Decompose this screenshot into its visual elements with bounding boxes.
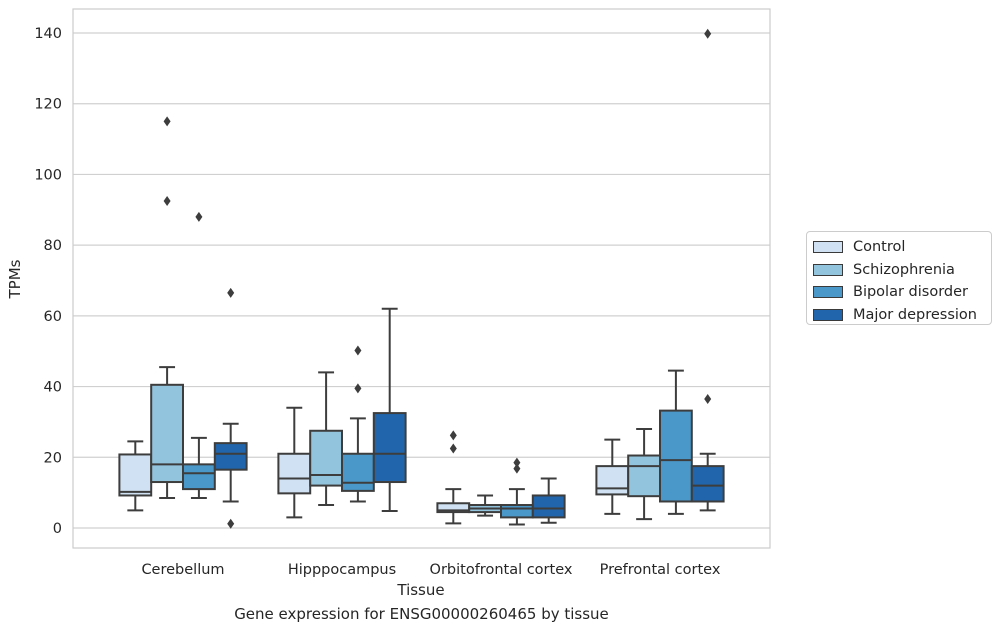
box-2-0	[182, 211, 216, 499]
y-tick-label: 100	[34, 167, 62, 183]
legend-swatch	[813, 241, 843, 254]
legend-item-bipolar-disorder: Bipolar disorder	[813, 281, 991, 304]
outlier-point	[163, 116, 171, 127]
box-0-1	[277, 406, 312, 519]
plot-frame	[72, 8, 771, 549]
box-2-3	[659, 369, 693, 515]
x-tick-label: Prefrontal cortex	[600, 562, 721, 578]
plot-boxes	[118, 28, 725, 529]
outlier-point	[227, 287, 235, 298]
y-tick-label: 0	[53, 521, 62, 537]
box-2-1	[341, 345, 375, 503]
legend-swatch	[813, 263, 843, 276]
outlier-point	[195, 211, 203, 222]
legend-label: Control	[853, 239, 906, 256]
y-tick-label: 60	[44, 309, 62, 325]
outlier-point	[513, 463, 521, 474]
box-3-0	[213, 287, 248, 529]
box-iqr	[150, 383, 184, 484]
legend-label: Bipolar disorder	[853, 284, 968, 301]
box-1-2	[468, 494, 503, 517]
box-iqr	[659, 409, 693, 503]
y-tick-labels: 0 20 40 60 80 100 120 140	[34, 26, 62, 537]
outlier-point	[354, 383, 362, 394]
chart-title: Gene expression for ENSG00000260465 by t…	[234, 605, 609, 623]
y-tick-label: 140	[34, 26, 62, 42]
box-iqr	[595, 465, 630, 496]
legend: Control Schizophrenia Bipolar disorder M…	[806, 231, 992, 325]
box-iqr	[372, 412, 407, 484]
legend-item-schizophrenia: Schizophrenia	[813, 259, 991, 282]
legend-label: Schizophrenia	[853, 261, 955, 278]
box-iqr	[277, 452, 312, 495]
x-tick-label: Orbitofrontal cortex	[430, 562, 573, 578]
legend-item-major-depression: Major depression	[813, 304, 991, 327]
y-tick-label: 20	[44, 450, 62, 466]
gridlines	[73, 32, 770, 529]
outlier-point	[449, 443, 457, 454]
box-iqr	[531, 494, 566, 519]
y-axis-label: TPMs	[6, 259, 24, 299]
x-axis-label: Tissue	[396, 581, 444, 599]
box-iqr	[341, 452, 375, 492]
legend-swatch	[813, 308, 843, 321]
x-tick-label: Cerebellum	[141, 562, 224, 578]
outlier-point	[704, 393, 712, 404]
box-1-0	[150, 116, 184, 499]
box-iqr	[118, 453, 153, 497]
box-0-2	[436, 430, 471, 525]
legend-label: Major depression	[853, 306, 977, 323]
outlier-point	[513, 457, 521, 468]
box-1-3	[627, 428, 662, 521]
box-iqr	[627, 454, 662, 498]
outlier-point	[704, 28, 712, 39]
outlier-point	[449, 430, 457, 441]
box-iqr	[182, 463, 216, 491]
box-iqr	[213, 442, 248, 471]
outlier-point	[163, 195, 171, 206]
box-3-2	[531, 477, 566, 524]
box-iqr	[309, 429, 344, 487]
y-tick-label: 80	[44, 238, 62, 254]
outlier-point	[354, 345, 362, 356]
x-tick-label: Hipppocampus	[288, 562, 396, 578]
box-0-0	[118, 440, 153, 512]
legend-swatch	[813, 286, 843, 299]
box-iqr	[500, 504, 534, 519]
y-tick-label: 120	[34, 97, 62, 113]
x-tick-labels: Cerebellum Hipppocampus Orbitofrontal cort…	[141, 562, 720, 578]
box-iqr	[690, 465, 725, 503]
box-3-1	[372, 307, 407, 513]
y-tick-label: 40	[44, 380, 62, 396]
box-2-2	[500, 457, 534, 526]
box-3-3	[690, 28, 725, 512]
legend-item-control: Control	[813, 236, 991, 259]
outlier-point	[227, 518, 235, 529]
box-1-1	[309, 371, 344, 507]
box-0-3	[595, 438, 630, 515]
